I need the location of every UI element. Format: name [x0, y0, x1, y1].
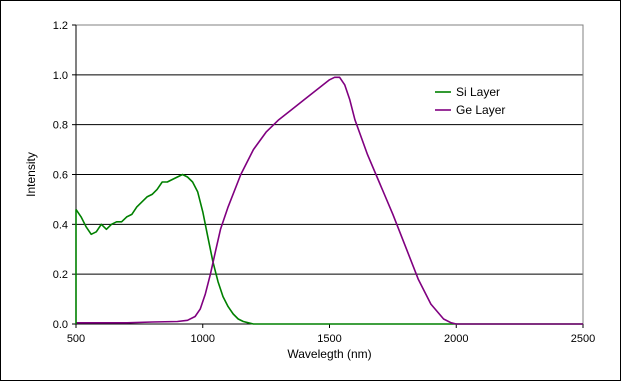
y-tick-label: 0.8 [53, 120, 68, 132]
legend: Si Layer Ge Layer [431, 80, 529, 122]
legend-box [431, 80, 529, 122]
y-axis-title: Intensity [24, 152, 38, 197]
y-tick-label: 1.2 [53, 20, 68, 32]
legend-label-si-layer: Si Layer [456, 85, 500, 99]
gridlines [76, 24, 583, 325]
series-layer [75, 76, 583, 325]
y-tick-label: 0.6 [53, 170, 68, 182]
y-tick-label: 0.4 [53, 219, 68, 231]
ge-layer-series-line [76, 76, 583, 325]
y-tick-label: 0.2 [53, 269, 68, 281]
x-tick-label: 500 [67, 333, 85, 345]
y-tick-label: 1.0 [53, 70, 68, 82]
axes: 0.0 0.2 0.4 0.6 0.8 1.0 1.2 500 1000 1500 2000 2500 [53, 20, 596, 345]
x-tick-label: 2000 [444, 333, 468, 345]
x-tick-label: 1500 [317, 333, 341, 345]
y-tick-label: 0.0 [53, 319, 68, 331]
x-axis-title: Wavelegth (nm) [287, 347, 371, 361]
legend-label-ge-layer: Ge Layer [456, 103, 505, 117]
si-layer-series-line [75, 173, 583, 325]
x-tick-label: 2500 [571, 333, 595, 345]
x-tick-label: 1000 [191, 333, 215, 345]
